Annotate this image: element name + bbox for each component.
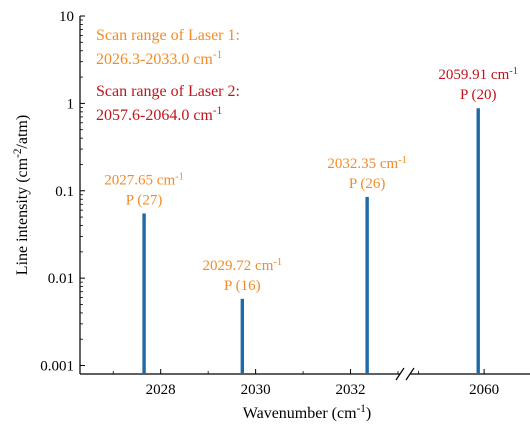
x-tick-label: 2030 bbox=[241, 382, 271, 398]
bar bbox=[240, 298, 245, 374]
y-tick-label: 0.1 bbox=[55, 184, 74, 200]
x-tick-label: 2028 bbox=[146, 382, 176, 398]
scan-range-title: Scan range of Laser 2: bbox=[96, 83, 240, 100]
axis-break-mark bbox=[395, 367, 405, 381]
bar-wavenumber-label: 2059.91 cm-1 bbox=[438, 66, 518, 84]
bar bbox=[142, 213, 146, 374]
x-tick-label: 2032 bbox=[336, 382, 366, 398]
bar bbox=[476, 108, 480, 375]
y-tick-label: 0.01 bbox=[48, 271, 74, 287]
axis-break-mark bbox=[405, 367, 415, 381]
x-tick-label: 2060 bbox=[469, 382, 499, 398]
y-tick-label: 0.001 bbox=[40, 359, 74, 375]
bar-wavenumber-label: 2027.65 cm-1 bbox=[104, 171, 184, 189]
y-tick-label: 1 bbox=[67, 96, 75, 112]
bar bbox=[365, 196, 369, 374]
y-tick-label: 10 bbox=[59, 9, 74, 25]
scan-range-value: 2057.6-2064.0 cm-1 bbox=[96, 105, 222, 124]
scan-range-value: 2026.3-2033.0 cm-1 bbox=[96, 49, 222, 68]
plot-area: 0.001 0.01 0.1 1 10 2028 2030 2032 2060 Wavenumbe… bbox=[12, 9, 530, 422]
bar-line-label: P (16) bbox=[224, 278, 261, 294]
bar-line-label: P (20) bbox=[460, 87, 497, 103]
y-axis-title: Line intensity (cm-2/atm) bbox=[12, 115, 31, 275]
bar-line-label: P (27) bbox=[126, 192, 163, 208]
bar-line-label: P (26) bbox=[349, 176, 386, 192]
bar-wavenumber-label: 2032.35 cm-1 bbox=[327, 154, 407, 172]
scan-range-title: Scan range of Laser 1: bbox=[96, 27, 240, 44]
x-axis-title: Wavenumber (cm-1) bbox=[243, 403, 371, 422]
bar-wavenumber-label: 2029.72 cm-1 bbox=[203, 256, 283, 274]
